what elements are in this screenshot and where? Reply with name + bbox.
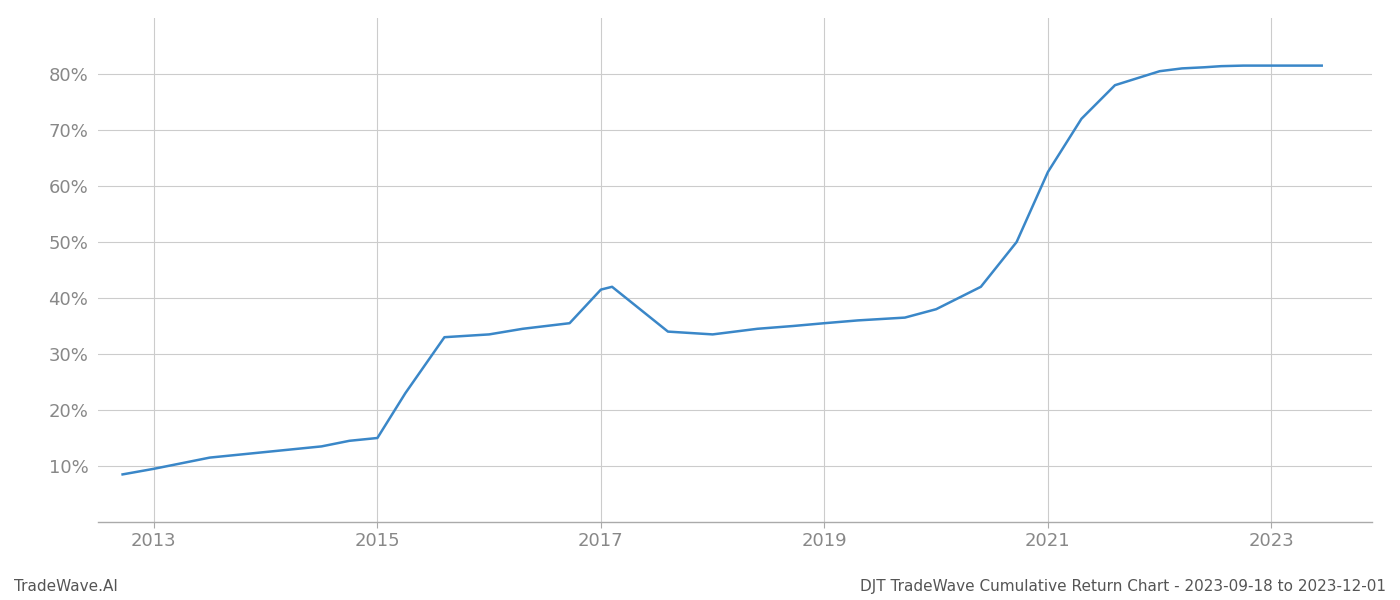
Text: TradeWave.AI: TradeWave.AI <box>14 579 118 594</box>
Text: DJT TradeWave Cumulative Return Chart - 2023-09-18 to 2023-12-01: DJT TradeWave Cumulative Return Chart - … <box>860 579 1386 594</box>
